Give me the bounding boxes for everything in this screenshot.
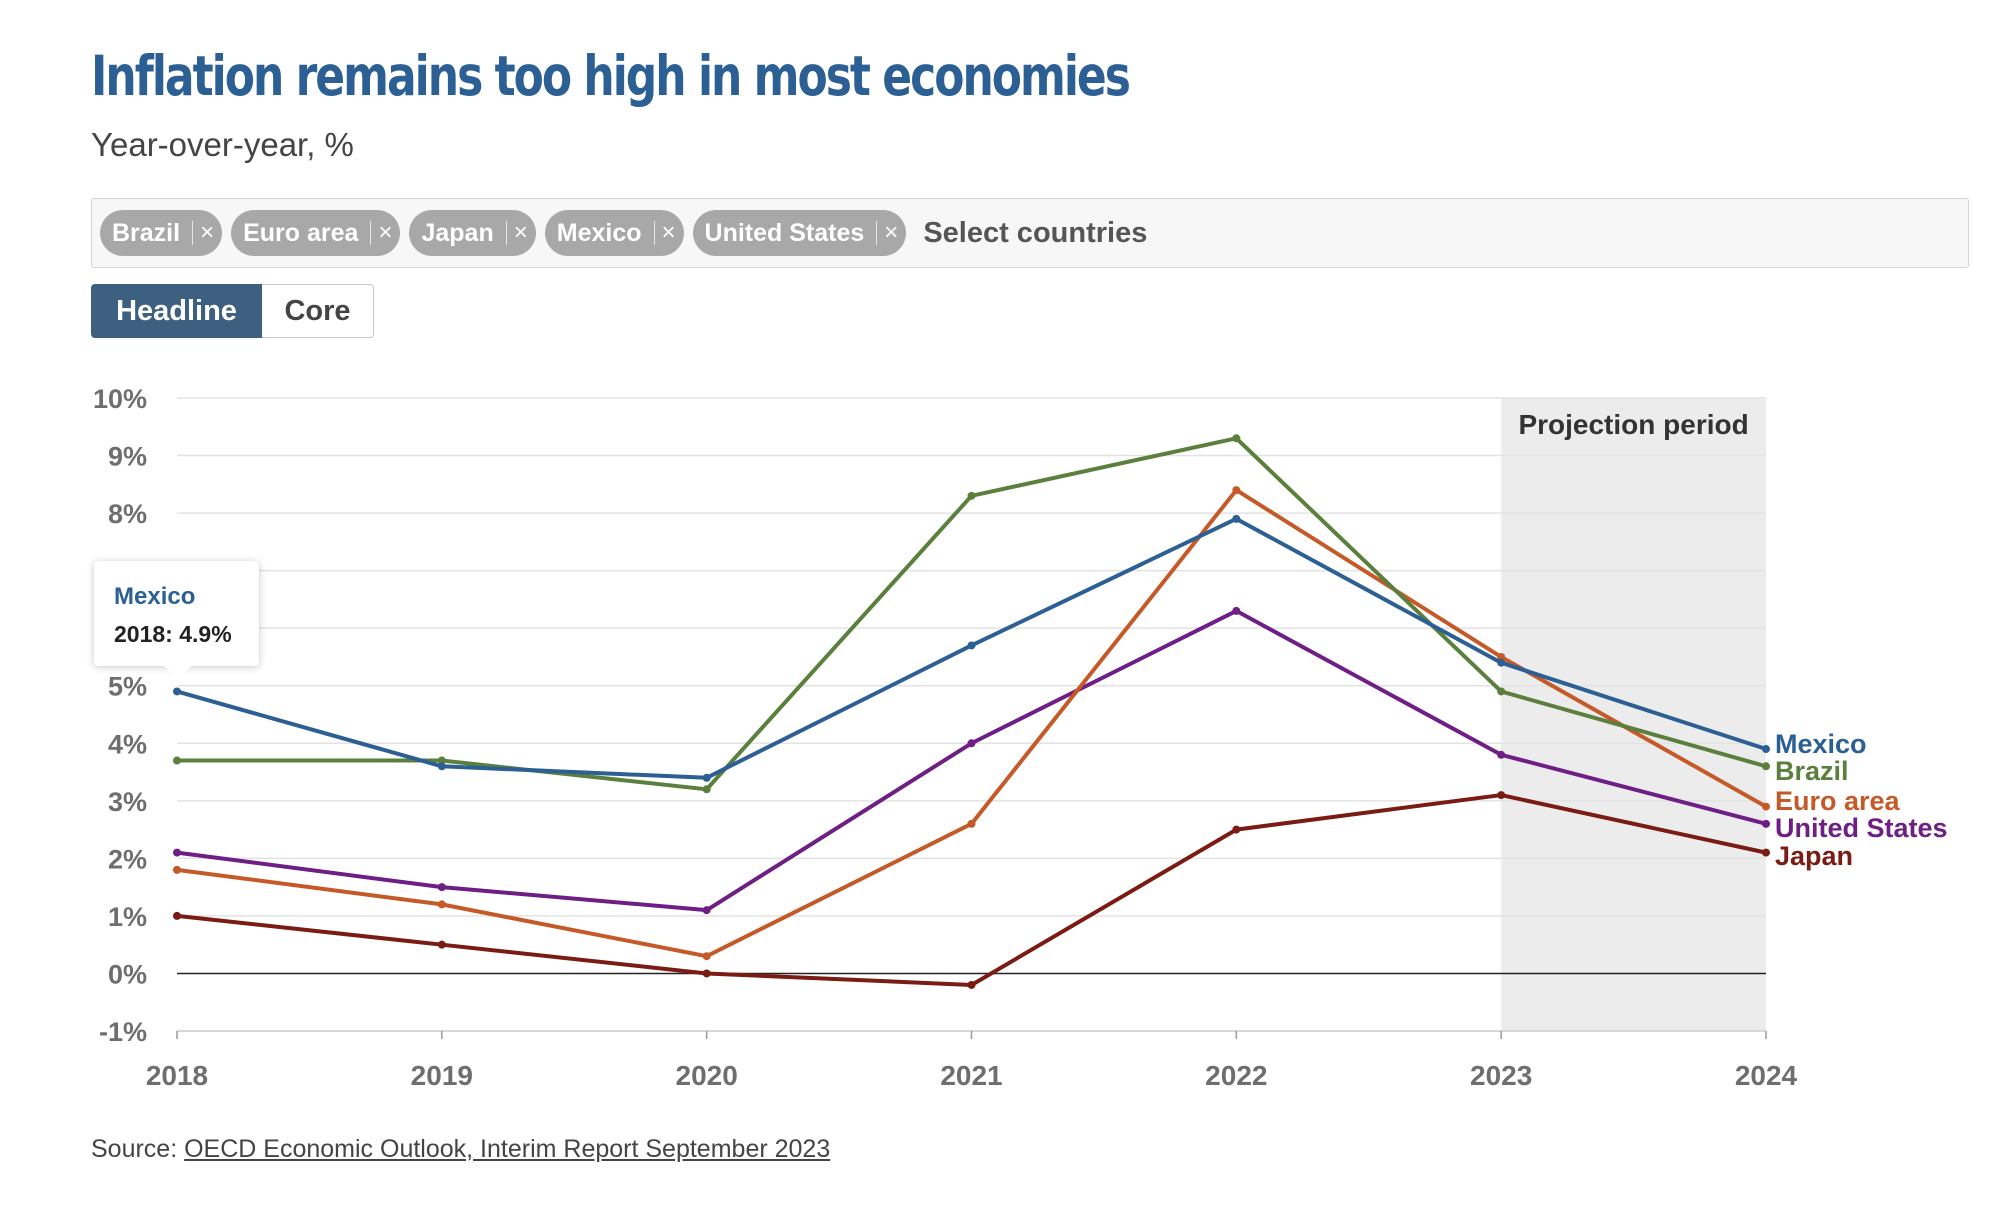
x-tick-label: 2019: [411, 1060, 473, 1091]
tag-japan[interactable]: Japan ×: [409, 210, 536, 256]
projection-shade: [1501, 398, 1766, 1031]
data-point: [1497, 652, 1506, 661]
data-point: [1232, 825, 1241, 834]
y-tick-label: -1%: [99, 1017, 147, 1047]
x-tick-label: 2020: [676, 1060, 738, 1091]
data-point: [1232, 434, 1241, 443]
y-tick-label: 10%: [93, 384, 147, 414]
remove-icon[interactable]: ×: [378, 219, 393, 246]
tag-mexico[interactable]: Mexico ×: [544, 210, 684, 256]
chart-title: Inflation remains too high in most econo…: [91, 44, 1131, 108]
y-tick-label: 0%: [108, 959, 147, 989]
source-link[interactable]: OECD Economic Outlook, Interim Report Se…: [184, 1135, 831, 1163]
y-tick-label: 3%: [108, 787, 147, 817]
data-point: [173, 911, 181, 920]
data-point: [437, 900, 446, 909]
data-point: [702, 773, 711, 782]
tag-united-states[interactable]: United States ×: [692, 210, 907, 256]
x-tick-label: 2024: [1735, 1060, 1798, 1091]
data-point: [437, 762, 446, 771]
y-tick-label: 5%: [108, 672, 147, 702]
data-point: [967, 491, 976, 500]
data-point: [702, 969, 711, 978]
y-tick-label: 1%: [108, 902, 147, 932]
y-tick-label: 8%: [108, 499, 147, 529]
data-point: [1232, 486, 1241, 495]
data-point: [1497, 658, 1506, 667]
data-point: [173, 848, 181, 857]
data-point: [1497, 750, 1506, 759]
remove-icon[interactable]: ×: [200, 219, 215, 246]
tag-divider: [876, 221, 878, 245]
tag-label: Japan: [421, 218, 494, 247]
tooltip: Mexico 2018: 4.9%: [94, 561, 259, 680]
source-prefix: Source:: [91, 1135, 185, 1163]
x-tick-label: 2018: [146, 1060, 208, 1091]
chart-subtitle: Year-over-year, %: [91, 126, 354, 163]
y-tick-label: 2%: [108, 844, 147, 874]
data-point: [1762, 802, 1770, 811]
data-point: [1762, 819, 1770, 828]
tag-divider: [653, 221, 655, 245]
data-point: [967, 980, 976, 989]
projection-label: Projection period: [1518, 409, 1748, 440]
tag-divider: [192, 221, 194, 245]
data-point: [967, 819, 976, 828]
tag-label: United States: [704, 218, 865, 247]
data-point: [702, 906, 711, 915]
x-tick-label: 2022: [1205, 1060, 1267, 1091]
data-point: [173, 865, 181, 874]
data-point: [1232, 514, 1241, 523]
series-label: United States: [1775, 813, 1948, 843]
tag-label: Mexico: [556, 218, 642, 247]
tag-euro-area[interactable]: Euro area ×: [231, 210, 401, 256]
tooltip-series: Mexico: [114, 583, 196, 610]
tooltip-value: 2018: 4.9%: [114, 621, 232, 647]
source-note: Source: OECD Economic Outlook, Interim R…: [91, 1135, 830, 1164]
x-tick-label: 2023: [1470, 1060, 1532, 1091]
series-label: Mexico: [1775, 729, 1867, 759]
x-tick-label: 2021: [940, 1060, 1002, 1091]
data-point: [702, 785, 711, 794]
data-point: [173, 687, 181, 696]
data-point: [173, 756, 181, 765]
remove-icon[interactable]: ×: [661, 219, 676, 246]
remove-icon[interactable]: ×: [884, 219, 899, 246]
data-point: [1497, 687, 1506, 696]
series-label: Euro area: [1775, 786, 1901, 816]
data-point: [1762, 745, 1770, 754]
data-point: [967, 641, 976, 650]
tag-divider: [505, 221, 507, 245]
tag-label: Brazil: [112, 218, 181, 247]
data-point: [437, 756, 446, 765]
tag-label: Euro area: [243, 218, 359, 247]
data-point: [1762, 762, 1770, 771]
core-button[interactable]: Core: [262, 284, 374, 338]
data-point: [702, 952, 711, 961]
data-point: [1497, 791, 1506, 800]
country-selector[interactable]: Brazil × Euro area × Japan × Mexico × United…: [91, 198, 1969, 268]
remove-icon[interactable]: ×: [513, 219, 528, 246]
series-label: Brazil: [1775, 756, 1849, 786]
data-point: [1232, 606, 1241, 615]
data-point: [967, 739, 976, 748]
measure-toggle: Headline Core: [91, 284, 374, 338]
data-point: [1762, 848, 1770, 857]
country-search-input[interactable]: Select countries: [923, 216, 1148, 249]
tag-divider: [370, 221, 372, 245]
data-point: [437, 940, 446, 949]
y-tick-label: 9%: [108, 442, 147, 472]
series-label: Japan: [1775, 841, 1853, 871]
headline-button[interactable]: Headline: [91, 284, 262, 338]
tag-brazil[interactable]: Brazil ×: [100, 210, 223, 256]
data-point: [437, 883, 446, 892]
y-tick-label: 4%: [108, 729, 147, 759]
